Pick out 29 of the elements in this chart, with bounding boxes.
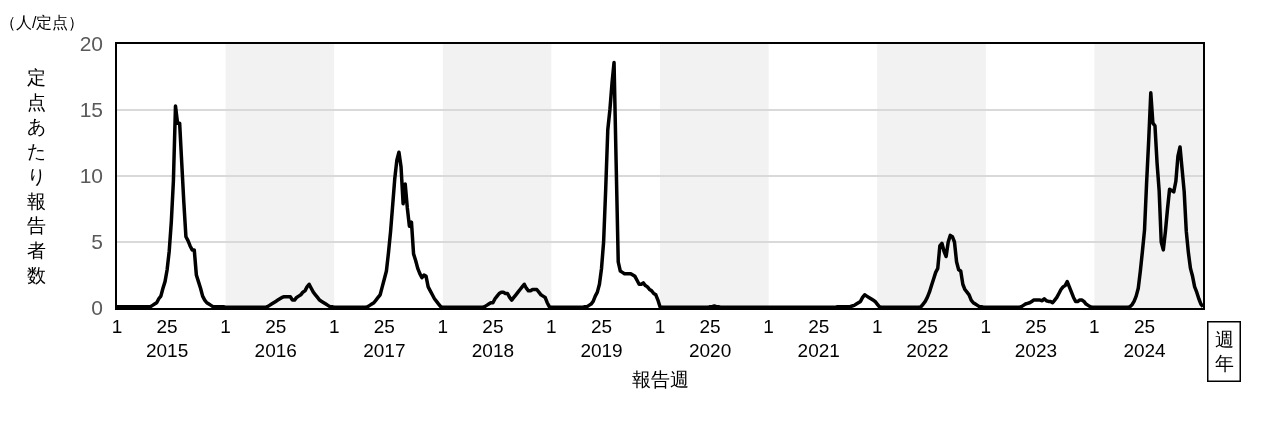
x-tick-label: 25 2024 [1123,315,1167,362]
x-axis-title: 報告週 [631,368,689,390]
text: 週年 [1214,328,1234,375]
x-tick-label: 25 2020 [688,315,732,362]
x-tick-label: 1 [546,315,557,337]
y-tick-label: 15 [79,98,104,122]
x-tick-label: 25 2019 [580,315,623,362]
x-tick-label: 25 2016 [254,315,297,362]
y-tick-label: 5 [91,230,104,254]
y-tick-label: 10 [79,164,104,188]
x-tick-label: 25 2017 [363,315,406,362]
x-tick-label: 1 [220,315,231,337]
x-tick-label: 1 [654,315,666,337]
x-tick-label: 25 2023 [1014,315,1058,362]
x-tick-label: 25 2022 [906,315,949,362]
x-tick-label: 25 2021 [797,315,840,362]
x-tick-label: 1 [328,315,340,337]
text: （人/定点） [0,14,85,31]
x-tick-label: 1 [871,315,883,337]
x-tick-label: 1 [763,315,774,337]
text: 定点あたり報告者数 [27,67,46,286]
x-tick-label: 1 [1089,315,1100,337]
x-tick-label: 1 [437,315,449,337]
y-tick-label: 0 [91,296,104,320]
y-tick-label: 20 [79,32,104,56]
x-tick-label: 1 [980,315,992,337]
x-tick-label: 25 2015 [145,315,189,362]
x-tick-label: 25 2018 [471,315,515,362]
x-tick-label: 1 [111,315,123,337]
